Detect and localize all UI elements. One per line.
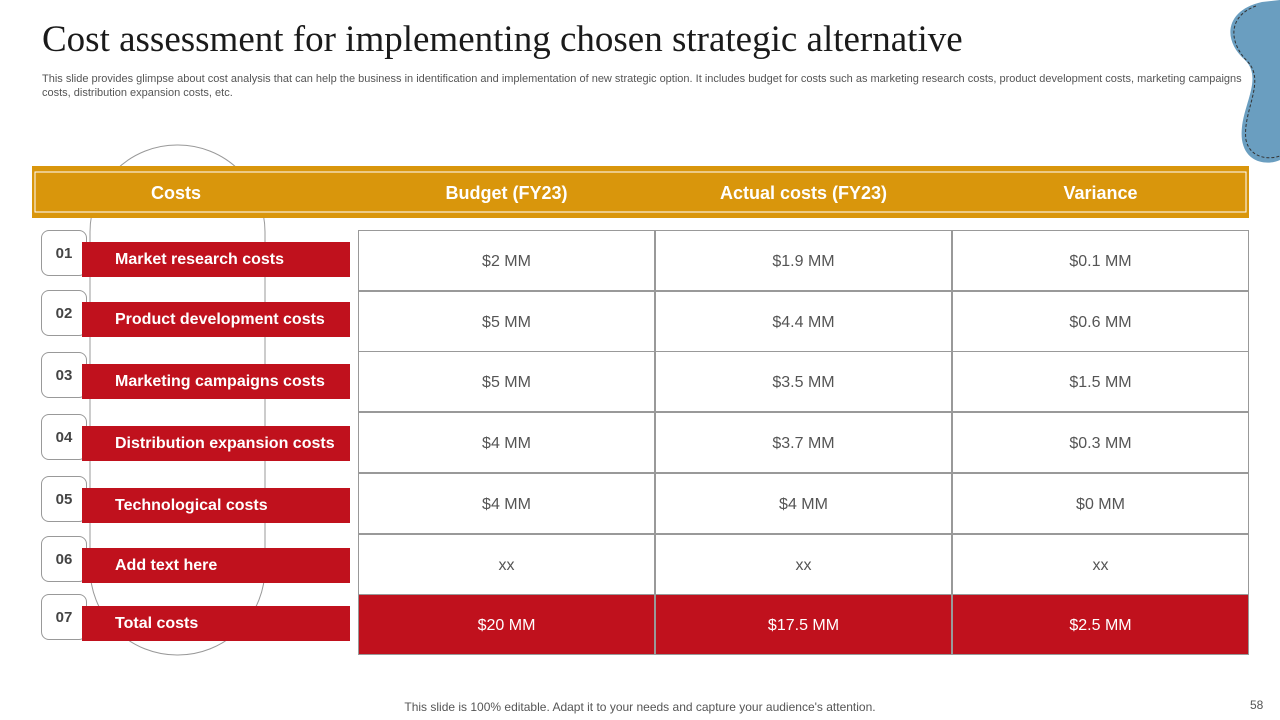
table-cell: $5 MM (358, 351, 655, 413)
table-cell: $1.5 MM (952, 351, 1249, 413)
table-cell: $4.4 MM (655, 290, 952, 352)
table-cell: $4 MM (358, 472, 655, 534)
table-cell: $0.3 MM (952, 412, 1249, 474)
row-label: Product development costs (82, 302, 350, 337)
subtitle: This slide provides glimpse about cost a… (42, 73, 1242, 99)
table-cell: $0.1 MM (952, 230, 1249, 291)
row-label: Total costs (82, 606, 350, 641)
footer: This slide is 100% editable. Adapt it to… (404, 700, 876, 714)
row-number: 03 (41, 352, 87, 398)
header-cell: Costs (150, 183, 201, 203)
table-cell: $20 MM (358, 594, 655, 656)
table-cell: $17.5 MM (655, 594, 952, 656)
row-label: Distribution expansion costs (82, 426, 350, 461)
row-number: 01 (41, 230, 87, 276)
row-label: Add text here (82, 548, 350, 583)
table-cell: $4 MM (358, 412, 655, 474)
table-cell: $0.6 MM (952, 290, 1249, 352)
blob-outline (1233, 5, 1280, 159)
row-number: 06 (41, 536, 87, 582)
table-cell: xx (952, 533, 1249, 595)
header-cell: Actual costs (FY23) (719, 183, 888, 203)
table-cell: $2.5 MM (952, 594, 1249, 656)
row-number: 04 (41, 414, 87, 460)
header-cell: Budget (FY23) (445, 183, 568, 203)
table-cell: $2 MM (358, 230, 655, 291)
row-label: Marketing campaigns costs (82, 364, 350, 399)
header-line (34, 171, 1247, 213)
title: Cost assessment for implementing chosen … (42, 19, 963, 60)
row-label: Technological costs (82, 488, 350, 523)
table-cell: $3.7 MM (655, 412, 952, 474)
table-cell: $0 MM (952, 472, 1249, 534)
table-cell: xx (655, 533, 952, 595)
header-cell: Variance (1063, 183, 1138, 203)
table-cell: xx (358, 533, 655, 595)
row-label: Market research costs (82, 242, 350, 277)
row-number: 02 (41, 290, 87, 336)
row-number: 05 (41, 476, 87, 522)
table-cell: $5 MM (358, 290, 655, 352)
table-cell: $4 MM (655, 472, 952, 534)
row-number: 07 (41, 594, 87, 640)
table-cell: $3.5 MM (655, 351, 952, 413)
page-number: 58 (1250, 698, 1264, 712)
table-cell: $1.9 MM (655, 230, 952, 291)
header-bar (32, 166, 1249, 218)
outline-ring (89, 144, 266, 656)
